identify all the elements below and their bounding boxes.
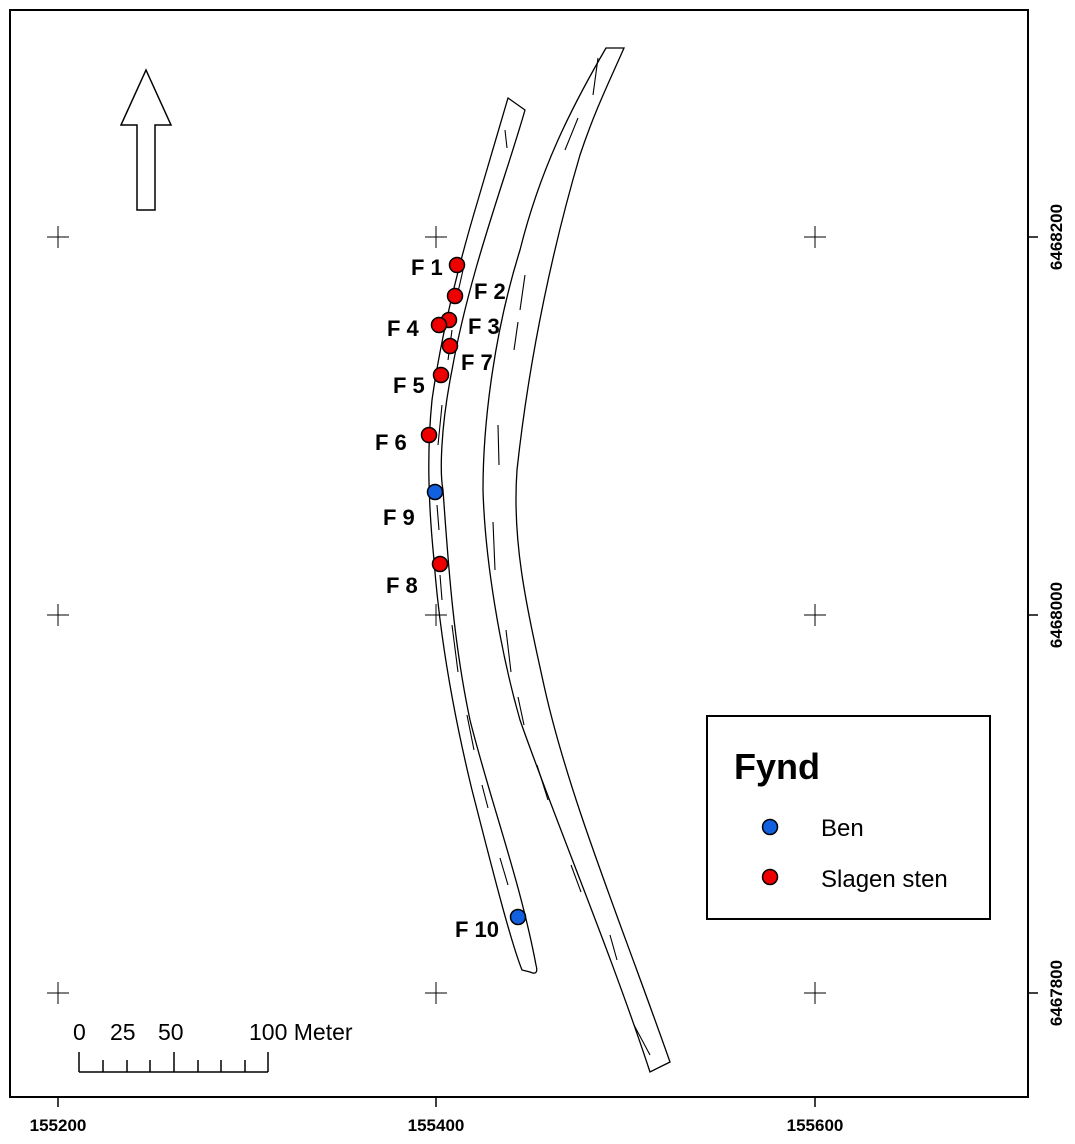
find-label: F 6 [375, 430, 407, 455]
x-tick-label: 155400 [408, 1116, 465, 1135]
find-label: F 5 [393, 373, 425, 398]
find-marker-f9[interactable] [426, 483, 444, 501]
trench-west-outline [428, 96, 538, 974]
y-tick-label: 6467800 [1047, 960, 1066, 1026]
legend-swatch-slagen-sten [761, 868, 779, 886]
x-tick-label: 155200 [30, 1116, 87, 1135]
find-label: F 7 [461, 350, 493, 375]
find-label: F 2 [474, 279, 506, 304]
find-label: F 9 [383, 505, 415, 530]
find-label: F 1 [411, 255, 443, 280]
grid-crosses [47, 226, 826, 1004]
find-label: F 10 [455, 917, 499, 942]
find-marker-f4[interactable] [430, 316, 448, 334]
find-label: F 4 [387, 316, 420, 341]
legend-box [706, 715, 991, 920]
scale-label-50: 50 [158, 1019, 184, 1045]
legend-label-slagen-sten: Slagen sten [821, 866, 948, 893]
find-marker-f1[interactable] [448, 256, 466, 274]
y-tick-label: 6468000 [1047, 582, 1066, 648]
scale-label-100: 100 Meter [249, 1019, 353, 1045]
legend-title: Fynd [734, 746, 820, 787]
legend-swatch-ben [761, 818, 779, 836]
find-marker-f6[interactable] [420, 426, 438, 444]
y-axis: 6468200 6468000 6467800 [1028, 204, 1066, 1026]
x-tick-label: 155600 [787, 1116, 844, 1135]
y-tick-label: 6468200 [1047, 204, 1066, 270]
find-labels: F 1 F 2 F 3 F 4 F 7 F 5 F 6 F 9 F 8 F 10 [375, 255, 506, 942]
scale-bar: 0 25 50 100 Meter [73, 1019, 353, 1073]
scale-label-0: 0 [73, 1019, 86, 1045]
north-arrow-icon [119, 68, 173, 211]
trench-east-outline [482, 47, 671, 1073]
find-label: F 3 [468, 314, 500, 339]
find-marker-f8[interactable] [431, 555, 449, 573]
find-marker-f7[interactable] [441, 337, 459, 355]
find-label: F 8 [386, 573, 418, 598]
find-marker-f5[interactable] [432, 366, 450, 384]
find-marker-f10[interactable] [509, 908, 527, 926]
x-axis: 155200 155400 155600 [30, 1097, 844, 1135]
legend: Fynd Ben Slagen sten [706, 715, 991, 920]
scale-label-25: 25 [110, 1019, 136, 1045]
legend-label-ben: Ben [821, 815, 864, 842]
find-marker-f2[interactable] [446, 287, 464, 305]
find-markers [420, 256, 527, 926]
